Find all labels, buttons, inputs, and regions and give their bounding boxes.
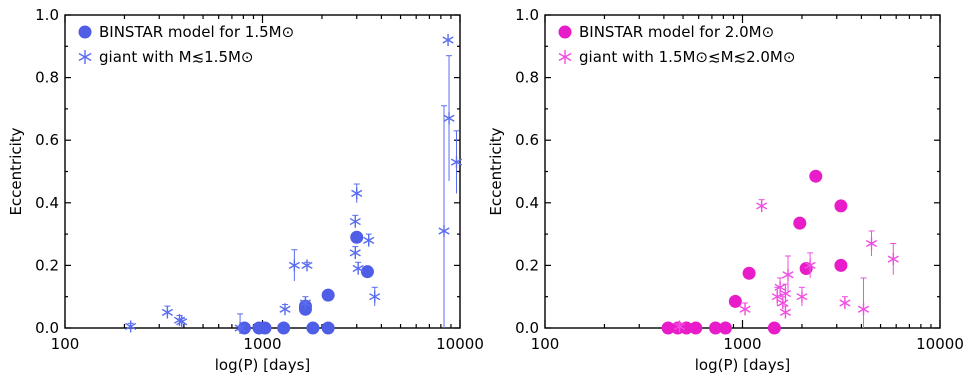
data-point-asterisk: [438, 105, 450, 328]
series-giant-points: [673, 199, 899, 333]
data-point-asterisk: [774, 277, 786, 297]
data-point-asterisk: [442, 34, 454, 47]
data-point-asterisk: [349, 246, 361, 260]
data-point-asterisk: [369, 286, 381, 307]
data-point-asterisk: [363, 233, 375, 247]
x-tick-label: 100: [531, 335, 560, 353]
data-point: [742, 266, 756, 280]
data-point-asterisk: [839, 296, 851, 310]
data-point-asterisk: [176, 315, 188, 328]
data-point: [321, 321, 335, 335]
data-point: [834, 258, 848, 272]
y-tick-label: 0.6: [515, 131, 539, 149]
data-point: [767, 321, 781, 335]
y-tick-label: 0.8: [515, 69, 539, 87]
data-point-asterisk: [161, 305, 173, 319]
data-point-asterisk: [279, 303, 291, 316]
x-tick-label: 1000: [243, 335, 281, 353]
data-point: [718, 321, 732, 335]
data-point-asterisk: [234, 313, 246, 334]
x-tick-label: 100: [51, 335, 80, 353]
data-point-asterisk: [865, 230, 878, 257]
data-point-asterisk: [771, 286, 783, 307]
y-tick-label: 0.4: [515, 194, 539, 212]
y-axis-label: Eccentricity: [487, 127, 505, 215]
data-point: [350, 230, 364, 244]
x-tick-label: 10000: [916, 335, 964, 353]
legend-marker-asterisk: [78, 50, 92, 64]
data-point: [834, 199, 848, 213]
x-axis-label: log(P) [days]: [215, 356, 311, 374]
data-point-asterisk: [804, 252, 816, 278]
data-point: [277, 321, 291, 335]
left-panel: 0.0 0.2 0.4 0.6 0.8 1.0 100 1000 10000 log(P) [da…: [7, 6, 484, 374]
legend: BINSTAR model for 2.0M⊙ giant with 1.5M⊙≲…: [558, 23, 795, 66]
data-point-asterisk: [349, 214, 361, 228]
legend-marker-asterisk: [558, 50, 572, 64]
data-point-asterisk: [352, 261, 364, 275]
series-model-points: [237, 230, 374, 335]
data-point-asterisk: [796, 286, 808, 307]
data-point-asterisk: [299, 296, 312, 310]
x-axis-label: log(P) [days]: [695, 356, 791, 374]
data-point-asterisk: [779, 305, 792, 319]
data-point-asterisk: [450, 130, 463, 194]
data-point-asterisk: [351, 183, 363, 203]
y-tick-label: 1.0: [515, 6, 539, 24]
data-point: [237, 321, 251, 335]
y-axis-label: Eccentricity: [7, 127, 25, 215]
legend-entry-label: giant with M≲1.5M⊙: [99, 48, 254, 66]
y-tick-label: 0.2: [35, 256, 59, 274]
y-tick-label: 0.0: [515, 319, 539, 337]
data-point: [321, 288, 335, 302]
y-tick-label: 1.0: [35, 6, 59, 24]
data-point: [793, 216, 807, 230]
legend-marker-circle: [558, 25, 572, 39]
legend: BINSTAR model for 1.5M⊙ giant with M≲1.5M…: [78, 23, 294, 66]
data-point-asterisk: [756, 199, 768, 213]
y-tick-label: 0.0: [35, 319, 59, 337]
data-point-asterisk: [288, 249, 300, 282]
data-point: [809, 169, 823, 183]
data-point: [728, 294, 742, 308]
series-model-points: [661, 169, 848, 335]
data-point-asterisk: [673, 320, 686, 333]
legend-entry-label: giant with 1.5M⊙≲M≲2.0M⊙: [579, 48, 795, 66]
data-point-asterisk: [739, 302, 751, 316]
legend-marker-circle: [78, 25, 92, 39]
legend-entry-label: BINSTAR model for 2.0M⊙: [579, 23, 774, 41]
y-tick-label: 0.8: [35, 69, 59, 87]
data-point-asterisk: [125, 320, 137, 333]
series-giant-points: [125, 34, 463, 334]
right-panel: 0.0 0.2 0.4 0.6 0.8 1.0 100 1000 10000 log(P) [da…: [487, 6, 964, 374]
data-point: [360, 265, 374, 279]
y-tick-label: 0.6: [35, 131, 59, 149]
data-point-asterisk: [779, 283, 792, 303]
data-point-asterisk: [887, 242, 899, 275]
x-tick-label: 1000: [723, 335, 761, 353]
data-point: [689, 321, 703, 335]
y-tick-label: 0.4: [35, 194, 59, 212]
data-point: [258, 321, 272, 335]
x-tick-label: 10000: [436, 335, 484, 353]
data-point-asterisk: [443, 55, 455, 181]
data-point: [306, 321, 320, 335]
data-point-asterisk: [857, 277, 870, 328]
y-tick-label: 0.2: [515, 256, 539, 274]
legend-entry-label: BINSTAR model for 1.5M⊙: [99, 23, 294, 41]
data-point-asterisk: [301, 259, 313, 272]
data-point-asterisk: [782, 255, 794, 294]
